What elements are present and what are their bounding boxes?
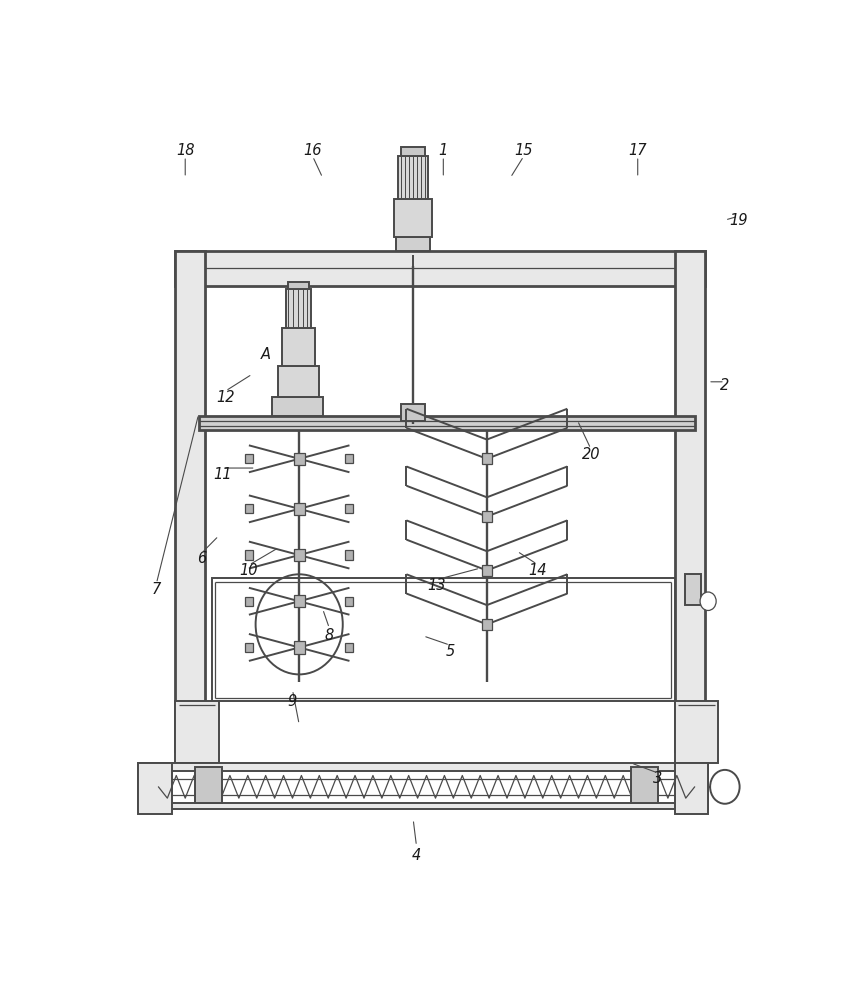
Text: 12: 12	[216, 390, 234, 405]
Bar	[212, 578, 675, 701]
Bar	[294, 453, 304, 465]
Text: 5: 5	[445, 644, 455, 659]
Bar	[345, 454, 354, 463]
Text: 8: 8	[324, 628, 334, 643]
Text: 18: 18	[176, 143, 195, 158]
Bar	[288, 282, 309, 289]
Bar	[482, 619, 491, 630]
Text: A: A	[260, 347, 271, 362]
Bar	[195, 767, 222, 803]
Bar	[685, 574, 702, 605]
Bar	[482, 565, 491, 576]
Circle shape	[700, 592, 716, 610]
Bar	[176, 701, 219, 763]
Text: 7: 7	[151, 582, 161, 597]
Bar	[294, 549, 304, 561]
Bar	[151, 771, 702, 803]
Bar	[345, 643, 354, 652]
Text: 1: 1	[439, 143, 448, 158]
Bar	[176, 251, 205, 751]
Text: 14: 14	[528, 563, 547, 578]
Bar	[482, 453, 491, 464]
Bar	[294, 595, 304, 607]
Text: 4: 4	[412, 848, 421, 863]
Bar	[278, 366, 319, 397]
Bar	[631, 767, 658, 803]
Text: 20: 20	[581, 447, 600, 462]
Bar	[396, 237, 430, 251]
Bar	[245, 643, 253, 652]
Text: 13: 13	[427, 578, 445, 593]
Bar	[345, 597, 354, 606]
Bar	[675, 701, 718, 763]
Text: 16: 16	[304, 143, 322, 158]
Bar	[282, 328, 315, 366]
Text: 6: 6	[197, 551, 207, 566]
Bar	[272, 397, 323, 416]
Circle shape	[710, 770, 740, 804]
Bar	[245, 454, 253, 463]
Bar	[245, 597, 253, 606]
Bar	[199, 416, 695, 430]
Bar	[245, 504, 253, 513]
Bar	[245, 550, 253, 560]
Bar	[294, 503, 304, 515]
Bar	[285, 289, 311, 328]
Text: 10: 10	[240, 563, 258, 578]
Text: 9: 9	[288, 694, 297, 709]
Bar	[675, 763, 708, 814]
Text: 19: 19	[729, 213, 747, 228]
Text: 2: 2	[721, 378, 729, 393]
Text: 11: 11	[213, 467, 231, 482]
Bar	[394, 199, 432, 237]
Bar	[138, 763, 172, 814]
Bar	[345, 504, 354, 513]
Bar	[401, 404, 426, 421]
Bar	[401, 147, 426, 156]
Bar	[675, 251, 705, 751]
Bar	[138, 763, 708, 809]
Bar	[176, 251, 705, 286]
Text: 3: 3	[653, 771, 663, 786]
Bar	[345, 550, 354, 560]
Text: 17: 17	[629, 143, 647, 158]
Bar	[399, 156, 428, 199]
Bar	[294, 641, 304, 654]
Text: 15: 15	[515, 143, 533, 158]
Bar	[482, 511, 491, 522]
